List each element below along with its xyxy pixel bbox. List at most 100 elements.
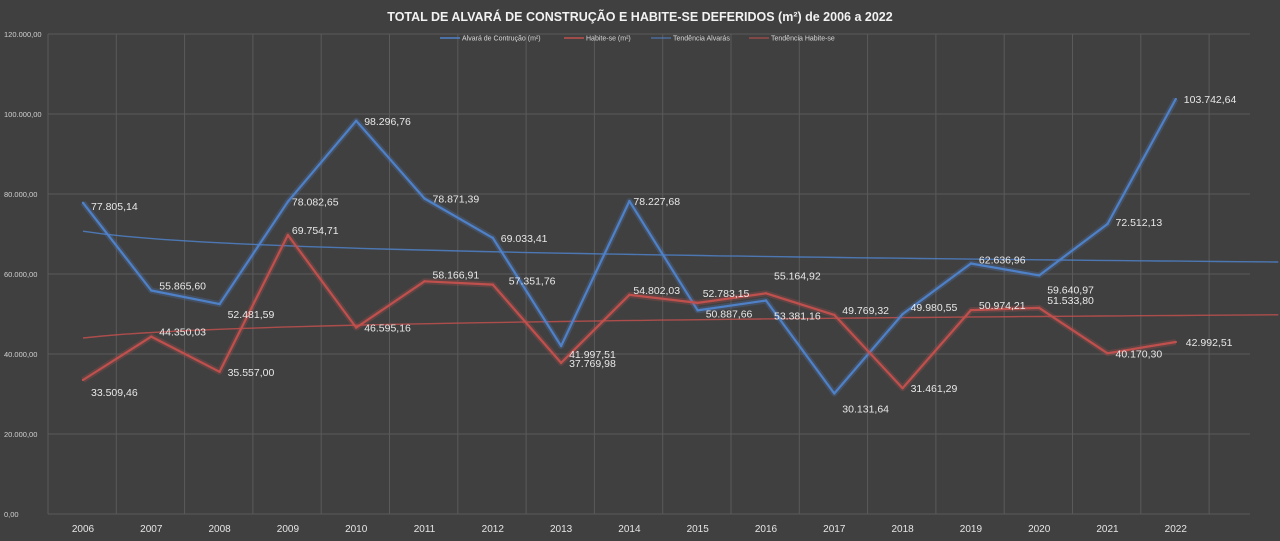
- data-point: [423, 197, 426, 200]
- chart-title: TOTAL DE ALVARÁ DE CONSTRUÇÃO E HABITE-S…: [387, 9, 892, 24]
- data-point: [1038, 306, 1041, 310]
- data-label: 103.742,64: [1184, 94, 1237, 106]
- y-tick-label: 100.000,00: [4, 110, 42, 119]
- data-label: 52.783,15: [703, 288, 750, 300]
- data-label: 42.992,51: [1186, 337, 1233, 349]
- y-tick-label: 60.000,00: [4, 270, 37, 279]
- x-tick-label: 2020: [1028, 524, 1051, 535]
- data-point: [81, 201, 85, 204]
- x-tick-label: 2017: [823, 524, 846, 535]
- y-tick-label: 0,00: [4, 510, 19, 519]
- data-label: 77.805,14: [91, 201, 138, 213]
- data-point: [1038, 274, 1041, 277]
- data-label: 78.082,65: [292, 197, 339, 209]
- data-point: [559, 361, 563, 365]
- data-point: [696, 301, 699, 305]
- x-tick-label: 2022: [1165, 524, 1188, 535]
- data-label: 44.350,03: [159, 327, 206, 339]
- data-point: [559, 344, 563, 348]
- data-label: 51.533,80: [1047, 295, 1094, 307]
- data-label: 69.754,71: [292, 225, 339, 237]
- data-point: [1106, 352, 1109, 355]
- data-point: [969, 308, 973, 312]
- data-point: [218, 370, 221, 373]
- series-lines: [80, 97, 1179, 397]
- x-tick-label: 2009: [277, 524, 300, 535]
- y-tick-label: 80.000,00: [4, 190, 37, 199]
- data-point: [969, 262, 973, 265]
- data-label: 59.640,97: [1047, 284, 1094, 296]
- data-point: [218, 302, 221, 306]
- x-tick-label: 2016: [755, 524, 778, 535]
- x-tick-label: 2018: [891, 524, 914, 535]
- data-point: [491, 236, 494, 240]
- legend: Alvará de Contrução (m²) Habite-se (m²) …: [440, 36, 835, 43]
- data-point: [81, 378, 85, 382]
- data-label: 57.351,76: [509, 276, 556, 288]
- data-label: 98.296,76: [364, 116, 411, 128]
- y-tick-label: 120.000,00: [4, 30, 42, 39]
- y-axis-ticks: 0,00 20.000,00 40.000,00 60.000,00 80.000,00…: [4, 30, 42, 519]
- data-label: 33.509,46: [91, 387, 138, 399]
- data-label: 54.802,03: [633, 285, 680, 297]
- x-tick-label: 2012: [482, 524, 505, 535]
- data-label: 40.170,30: [1116, 348, 1163, 360]
- data-label: 52.481,59: [228, 309, 275, 321]
- data-label: 53.381,16: [774, 310, 821, 322]
- data-label: 78.227,68: [633, 196, 680, 208]
- x-tick-label: 2010: [345, 524, 368, 535]
- data-point: [901, 386, 904, 390]
- data-point: [833, 392, 836, 395]
- x-tick-label: 2019: [960, 524, 983, 535]
- data-point: [1174, 340, 1178, 344]
- data-label: 55.865,60: [159, 281, 206, 293]
- legend-label-tendencia-alvaras: Tendência Alvarás: [673, 36, 730, 43]
- data-point: [833, 313, 836, 317]
- data-label: 41.997,51: [569, 349, 616, 361]
- data-label: 35.557,00: [228, 367, 275, 379]
- data-point: [150, 289, 153, 292]
- x-tick-label: 2014: [618, 524, 641, 535]
- data-point: [150, 335, 153, 338]
- data-label: 69.033,41: [501, 233, 548, 245]
- data-point: [696, 309, 699, 312]
- x-tick-label: 2007: [140, 524, 163, 535]
- legend-label-tendencia-habitese: Tendência Habite-se: [771, 36, 835, 43]
- data-label: 30.131,64: [842, 403, 889, 415]
- data-point: [355, 119, 358, 123]
- x-tick-label: 2021: [1096, 524, 1119, 535]
- x-tick-label: 2011: [414, 524, 436, 535]
- data-label: 37.769,98: [569, 358, 616, 370]
- gridlines: [47, 33, 1250, 515]
- data-point: [764, 292, 768, 295]
- x-tick-label: 2015: [687, 524, 710, 535]
- data-point: [286, 233, 290, 237]
- x-tick-label: 2013: [550, 524, 573, 535]
- y-tick-label: 40.000,00: [4, 350, 37, 359]
- data-label: 46.595,16: [364, 323, 411, 335]
- legend-label-habitese: Habite-se (m²): [586, 36, 631, 43]
- data-label: 78.871,39: [433, 194, 480, 206]
- data-label: 50.887,66: [706, 308, 753, 320]
- data-point: [423, 280, 426, 283]
- y-tick-label: 20.000,00: [4, 430, 37, 439]
- data-point: [901, 312, 904, 316]
- legend-label-alvara: Alvará de Contrução (m²): [462, 36, 541, 43]
- data-label: 50.974,21: [979, 300, 1026, 312]
- data-point: [355, 326, 358, 329]
- data-label: 72.512,13: [1116, 217, 1163, 229]
- data-label: 31.461,29: [911, 383, 958, 395]
- data-point: [1106, 222, 1109, 226]
- data-label: 58.166,91: [433, 269, 480, 281]
- data-label: 49.980,55: [911, 302, 958, 314]
- data-point: [764, 299, 768, 302]
- data-point: [628, 293, 631, 296]
- data-labels: 77.805,14 55.865,60 52.481,59 78.082,65 98.2…: [91, 94, 1237, 415]
- data-point: [286, 200, 290, 203]
- data-label: 55.164,92: [774, 270, 821, 282]
- x-tick-label: 2008: [208, 524, 231, 535]
- x-tick-label: 2006: [72, 524, 95, 535]
